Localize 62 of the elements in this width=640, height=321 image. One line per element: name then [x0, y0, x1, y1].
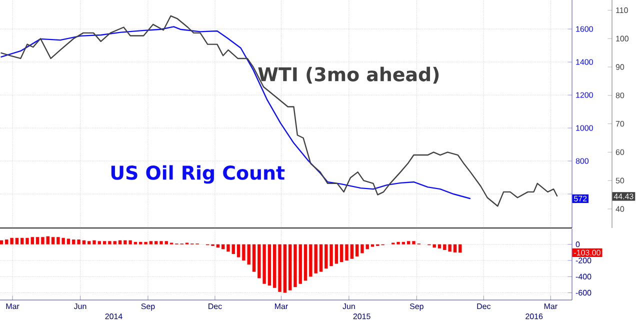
bar — [226, 244, 230, 252]
bar — [268, 244, 272, 286]
bar — [102, 241, 106, 244]
bar — [5, 239, 8, 244]
bar — [319, 244, 323, 272]
bar — [304, 244, 308, 281]
bar — [272, 244, 276, 288]
bar — [360, 244, 364, 254]
bar — [66, 238, 70, 244]
bar — [402, 242, 406, 244]
bar — [334, 244, 338, 264]
bar — [232, 244, 235, 254]
bar — [46, 236, 50, 244]
bar — [236, 244, 240, 258]
bar — [453, 244, 457, 252]
bar — [324, 244, 328, 269]
bar — [26, 238, 29, 244]
bar — [164, 241, 168, 244]
bar — [10, 238, 14, 244]
line-series — [0, 26, 472, 200]
bar — [262, 244, 266, 284]
bar — [278, 244, 282, 292]
bar — [298, 244, 302, 284]
bar — [283, 244, 287, 293]
bar — [30, 237, 34, 244]
series-label: WTI (3mo ahead) — [258, 66, 439, 84]
series-label: US Oil Rig Count — [111, 165, 285, 184]
bar — [406, 241, 410, 244]
bar — [154, 241, 158, 244]
bar — [258, 244, 261, 278]
bar — [20, 238, 24, 244]
bar — [51, 237, 55, 244]
bar — [92, 240, 96, 244]
bar — [370, 244, 374, 247]
bar — [149, 241, 153, 244]
bar — [288, 244, 292, 290]
bar — [15, 238, 19, 244]
bar — [458, 244, 462, 253]
bar — [396, 242, 400, 244]
bar — [72, 239, 76, 244]
bar — [294, 244, 297, 288]
bar — [340, 244, 344, 262]
bar — [330, 244, 333, 266]
bar — [438, 244, 442, 248]
bar — [77, 239, 80, 244]
bar — [82, 240, 86, 244]
bar — [98, 241, 101, 244]
bar — [144, 242, 148, 244]
bar — [87, 241, 91, 244]
bar — [118, 240, 122, 244]
bar — [345, 244, 348, 260]
bar — [350, 244, 354, 259]
bar — [134, 242, 138, 244]
bar — [160, 241, 163, 244]
bar — [41, 237, 44, 244]
line-series — [0, 15, 558, 207]
bar — [355, 244, 359, 256]
bar — [252, 244, 256, 272]
bar — [0, 240, 4, 244]
bar — [139, 242, 142, 244]
bar — [36, 237, 40, 244]
bar — [412, 241, 416, 244]
